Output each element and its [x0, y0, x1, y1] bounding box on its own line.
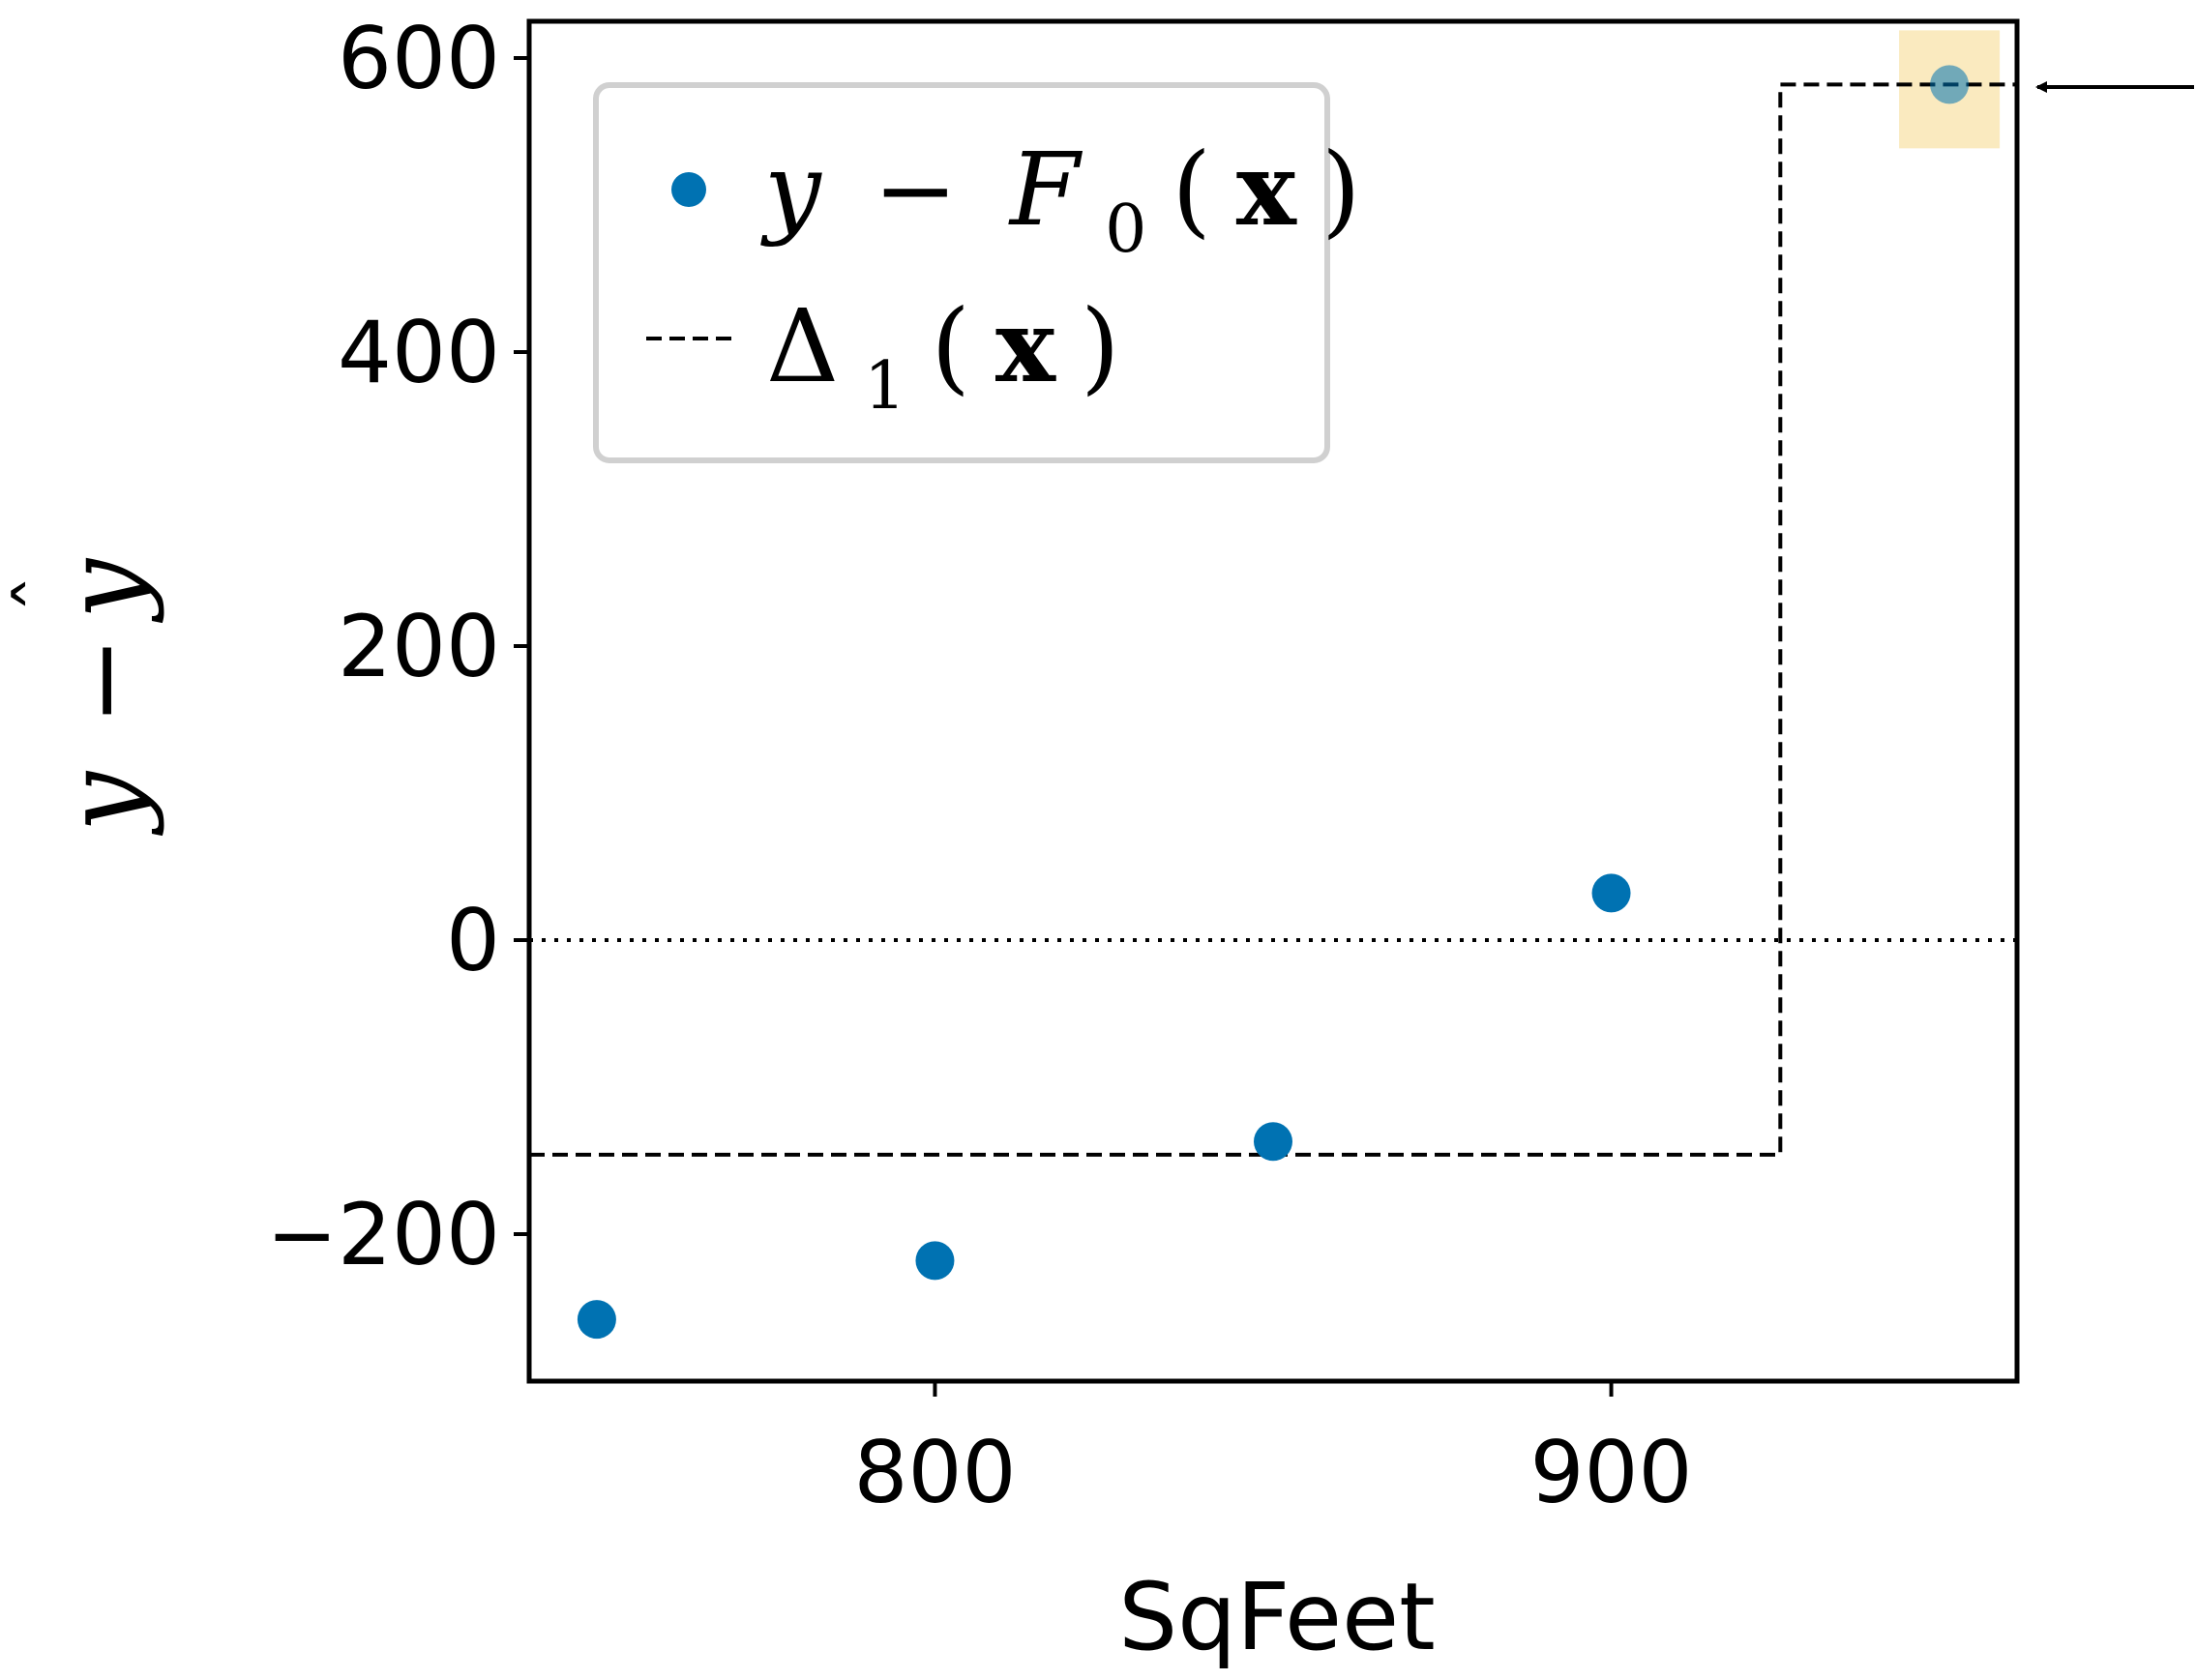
data-point — [1591, 873, 1631, 913]
y-axis-label: y − y ˆ — [1, 557, 165, 837]
x-tick-label: 800 — [853, 1423, 1016, 1522]
data-point — [1930, 65, 1970, 104]
legend-item-delta: Δ 1 ( x ) — [646, 286, 1120, 430]
svg-text:Δ 1 (: Δ 1 ( x ) — [766, 286, 1120, 430]
legend-item-residuals: y − F 0 ( x ) — [671, 130, 1361, 274]
y-tick-label: 0 — [446, 891, 500, 990]
svg-text:y: y — [42, 557, 165, 624]
y-tick-label: 200 — [338, 597, 500, 696]
x-tick-label: 900 — [1530, 1423, 1693, 1522]
y-tick-label: 400 — [338, 303, 500, 402]
delta-step-line — [529, 82, 2017, 1157]
svg-text:ˆ: ˆ — [1, 575, 91, 613]
data-point — [1254, 1122, 1292, 1162]
x-axis-label: SqFeet — [1118, 1563, 1436, 1671]
y-tick-label: 600 — [338, 9, 500, 108]
legend: y − F 0 ( x ) Δ 1 ( x ) — [593, 82, 1361, 463]
legend-marker-dot — [671, 172, 706, 207]
svg-text:y: y — [42, 770, 165, 837]
plot-frame — [526, 18, 2020, 1384]
data-point — [577, 1300, 616, 1340]
svg-text:y − F: y − F 0 ( x ) — [760, 130, 1361, 274]
y-tick-label: −200 — [266, 1185, 500, 1284]
svg-text:−: − — [42, 636, 165, 725]
data-point — [915, 1241, 955, 1281]
